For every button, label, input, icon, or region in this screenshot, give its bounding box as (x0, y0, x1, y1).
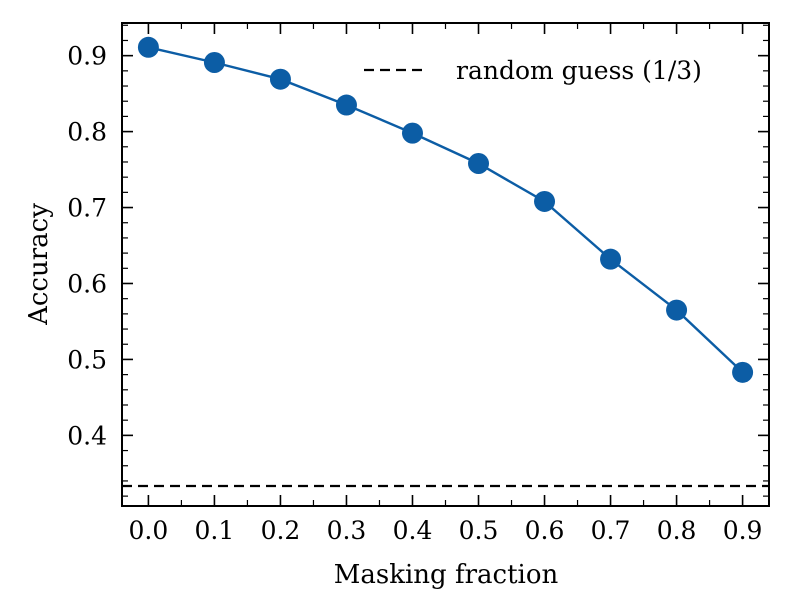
data-point (666, 299, 688, 321)
y-tick-label: 0.4 (67, 421, 107, 450)
data-point (401, 122, 423, 144)
plot-frame (121, 22, 770, 507)
x-tick-label: 0.1 (195, 516, 235, 545)
data-point (468, 152, 490, 174)
y-tick-label: 0.5 (67, 345, 107, 374)
accuracy-series-line (148, 46, 744, 374)
x-tick-label: 0.7 (591, 516, 631, 545)
y-tick-label: 0.6 (67, 269, 107, 298)
data-point (203, 51, 225, 73)
y-tick-label: 0.7 (67, 194, 107, 223)
x-tick-label: 0.6 (525, 516, 565, 545)
y-tick-label: 0.9 (67, 42, 107, 71)
data-point (534, 190, 556, 212)
x-tick-label: 0.4 (393, 516, 433, 545)
x-tick-label: 0.8 (657, 516, 697, 545)
x-tick-label: 0.2 (261, 516, 301, 545)
x-tick-label: 0.0 (129, 516, 169, 545)
x-tick-label: 0.5 (459, 516, 499, 545)
x-ticks: 0.0 0.1 0.2 0.3 0.4 0.5 0.6 0.7 0.8 0.9 (129, 23, 763, 545)
data-point (732, 361, 754, 383)
y-tick-label: 0.8 (67, 118, 107, 147)
y-ticks: 0.4 0.5 0.6 0.7 0.8 0.9 (67, 24, 769, 497)
x-tick-label: 0.9 (723, 516, 763, 545)
data-point (600, 248, 622, 270)
data-point (335, 94, 357, 116)
x-tick-label: 0.3 (327, 516, 367, 545)
legend-entry-random-guess: random guess (1/3) (456, 56, 702, 85)
data-point (137, 36, 159, 58)
data-point (269, 68, 291, 90)
series-layer (137, 36, 754, 383)
legend: random guess (1/3) (364, 56, 702, 85)
y-axis-label: Accuracy (24, 203, 54, 326)
x-axis-label: Masking fraction (334, 560, 559, 590)
